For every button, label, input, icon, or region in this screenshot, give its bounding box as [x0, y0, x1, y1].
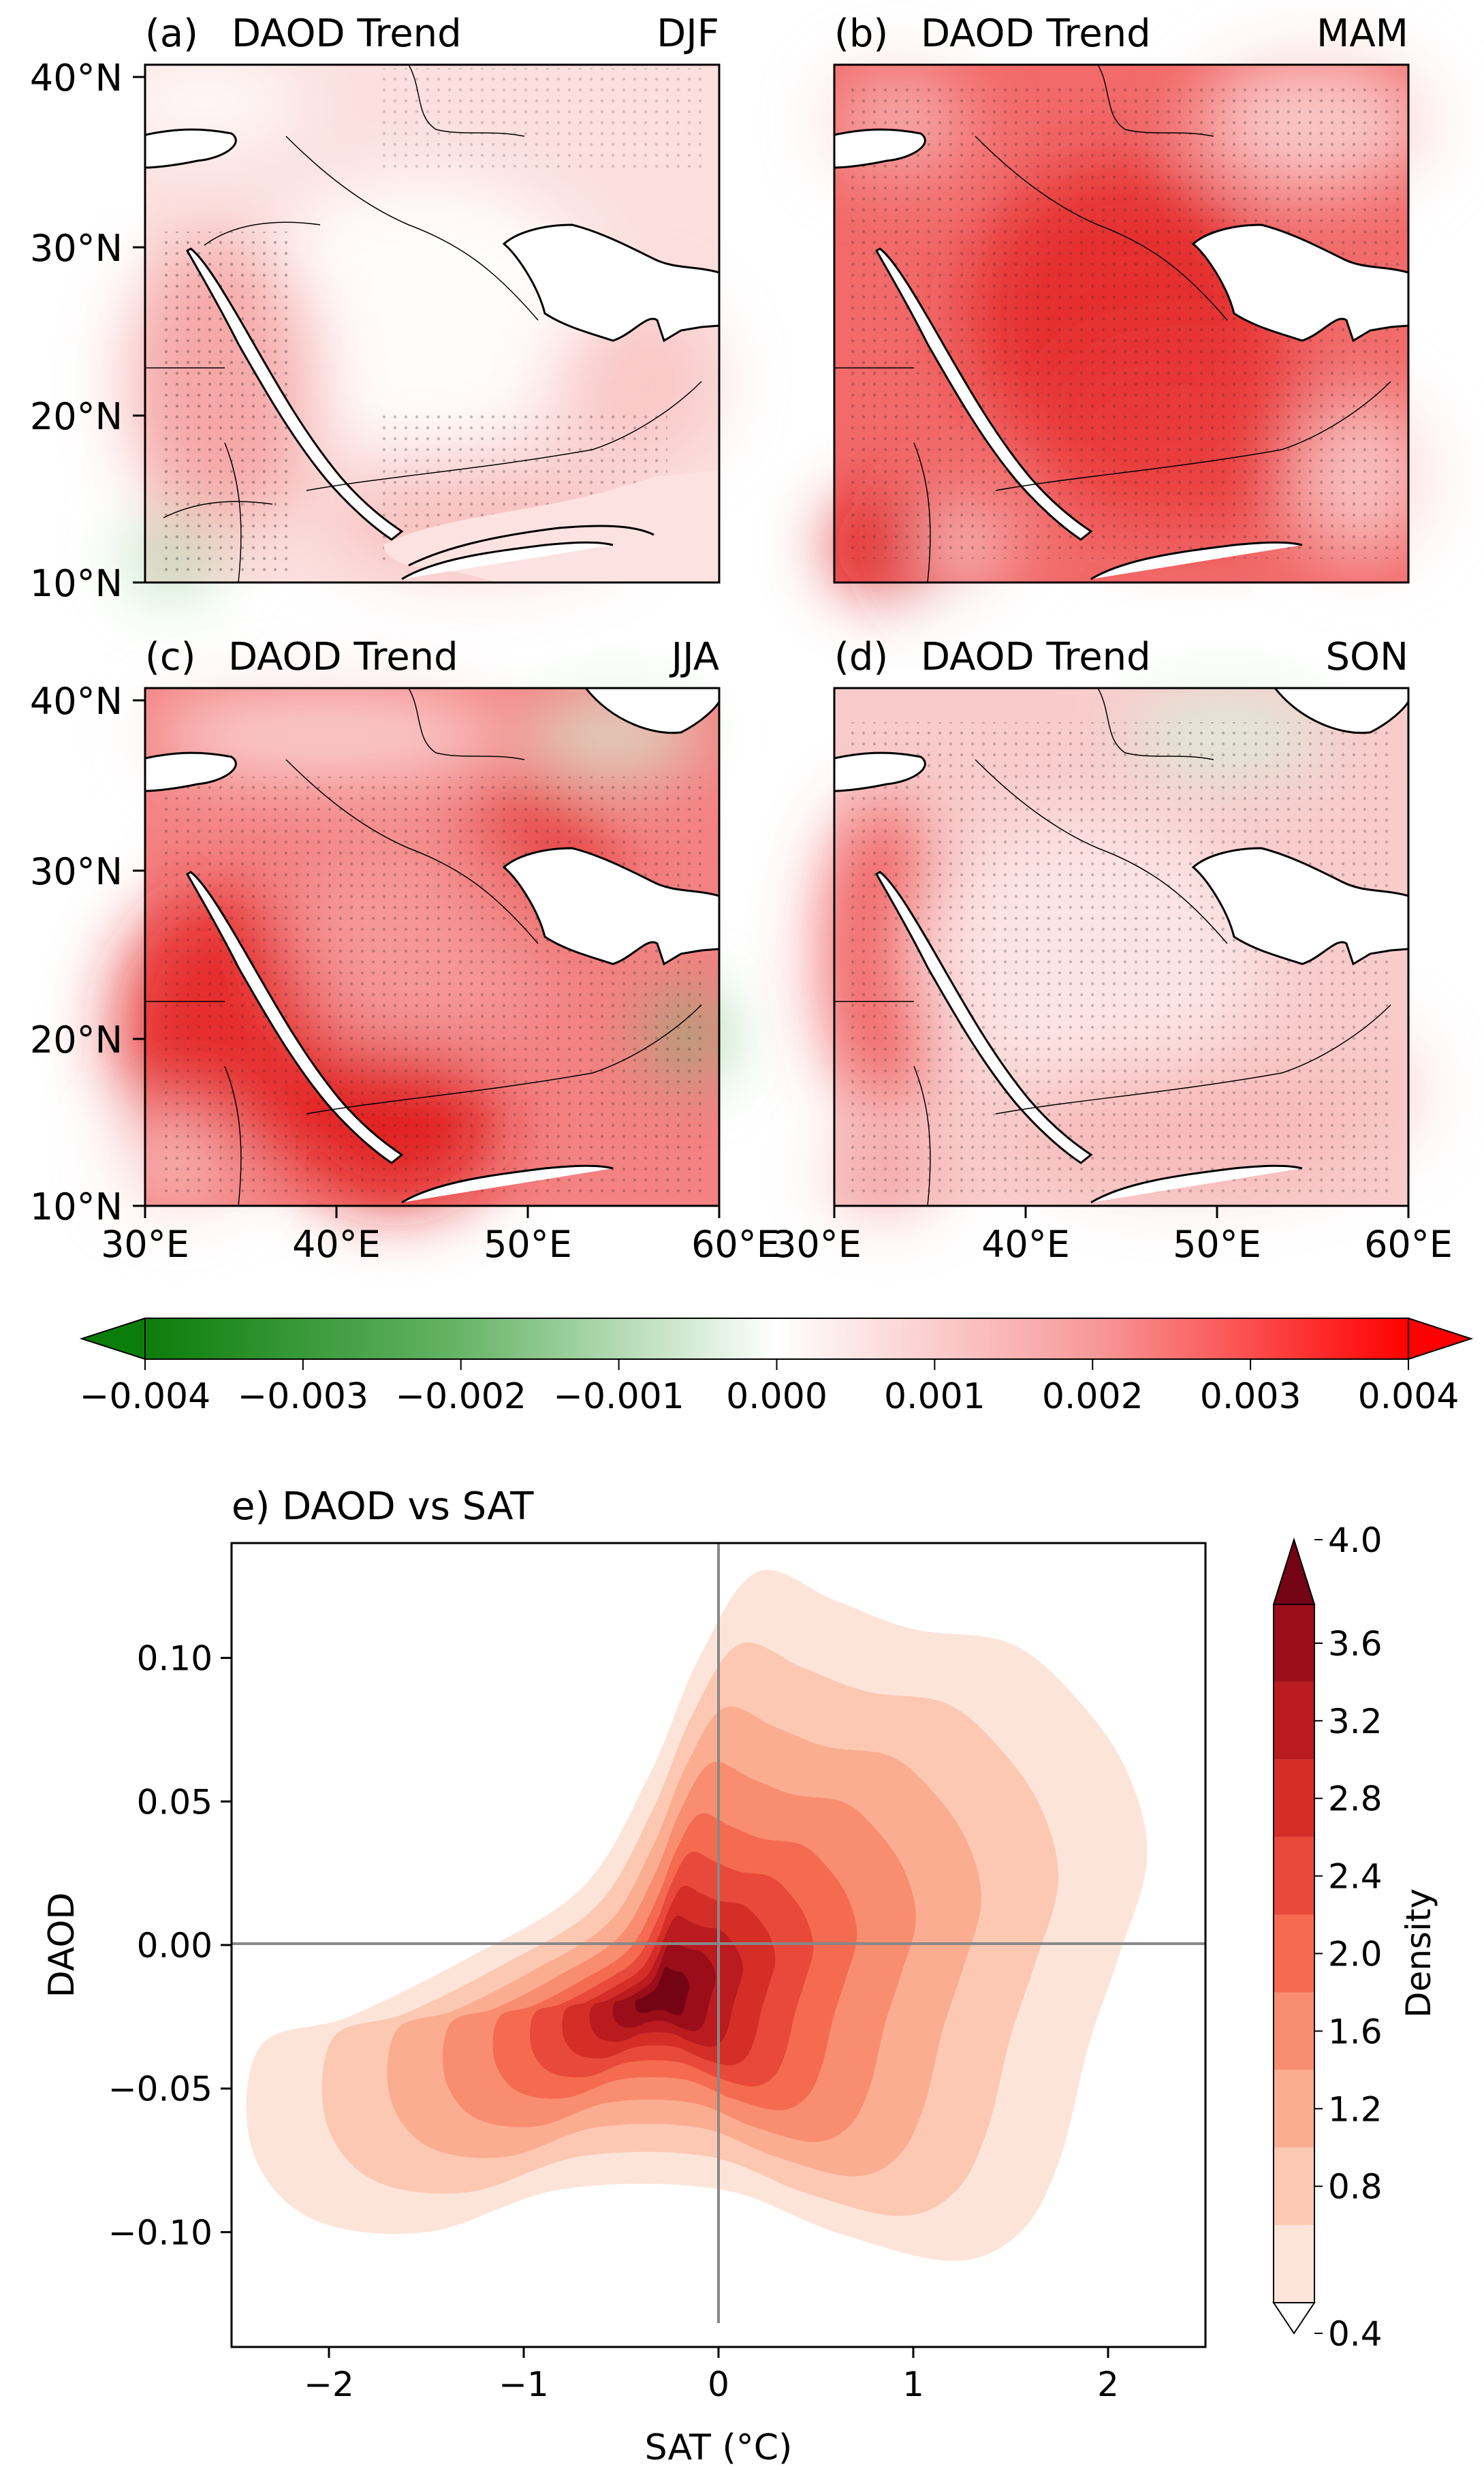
y-tick-label: −0.10	[108, 2213, 212, 2252]
density-cbar-tick-label: 1.2	[1328, 2089, 1383, 2129]
x-tick-label: 1	[902, 2365, 924, 2404]
density-cbar-tick-label: 0.8	[1328, 2167, 1383, 2207]
density-ylabel: DAOD	[42, 1893, 82, 1998]
density-cbar-tick-label: 2.4	[1328, 1857, 1383, 1897]
density-cbar-segment	[1274, 1837, 1314, 1915]
colorbar-tick-label: 0.000	[726, 1376, 827, 1417]
colorbar-tick-label: 0.001	[884, 1376, 985, 1417]
density-cbar-label: Density	[1399, 1888, 1438, 2018]
panel-b-title: DAOD Trend	[921, 12, 1151, 56]
density-contours	[246, 1570, 1148, 2261]
density-cbar-tick-label: 3.2	[1328, 1702, 1383, 1741]
colorbar-tick-label: −0.004	[80, 1376, 210, 1417]
density-cbar-segment	[1274, 1759, 1314, 1837]
density-cbar-tick-label: 3.6	[1328, 1624, 1383, 1664]
density-cbar-segment	[1274, 1681, 1314, 1760]
density-panel: e) DAOD vs SAT −2 −1 0 1 2 0.10 0.05 0.00 −0.05…	[42, 1484, 1438, 2468]
density-level-4	[635, 1966, 690, 2015]
map-panel-d	[824, 687, 1417, 1207]
panel-c-title: DAOD Trend	[228, 635, 458, 679]
colorbar-tick-label: 0.002	[1042, 1376, 1143, 1417]
lat-tick-40-bottom: 40°N	[30, 680, 123, 723]
panel-a-season: DJF	[657, 12, 719, 56]
colorbar-tick-label: 0.003	[1200, 1376, 1301, 1417]
map-panels: (a) DAOD Trend DJF (b) DAOD Trend MAM (c…	[30, 12, 1453, 1266]
density-cbar-segment	[1274, 1604, 1314, 1682]
colorbar-tick-label: −0.001	[553, 1376, 684, 1417]
y-tick-label: 0.00	[137, 1926, 212, 1965]
y-tick-label: −0.05	[108, 2070, 212, 2109]
x-tick-label: 2	[1097, 2365, 1119, 2404]
density-cbar-segment	[1274, 2070, 1314, 2148]
density-cbar-segment	[1274, 1992, 1314, 2070]
density-cbar-tick-label: 2.0	[1328, 1935, 1383, 1974]
panel-b-label: (b)	[834, 12, 888, 56]
density-cbar-tick-label: 0.4	[1328, 2314, 1383, 2354]
panel-c-season: JJA	[669, 635, 719, 679]
lon-tick-30-right: 30°E	[773, 1223, 862, 1266]
density-cbar-max-arrow	[1272, 1537, 1316, 1605]
y-tick-label: 0.05	[137, 1782, 212, 1822]
lon-tick-40-left: 40°E	[292, 1223, 381, 1266]
lon-tick-60-right: 60°E	[1364, 1223, 1453, 1266]
lat-tick-20-bottom: 20°N	[30, 1018, 123, 1061]
lat-tick-40-top: 40°N	[30, 57, 123, 99]
panel-c-label: (c)	[145, 635, 195, 679]
map-panel-c	[116, 687, 722, 1207]
panel-a-title: DAOD Trend	[232, 12, 462, 56]
x-tick-label: −1	[499, 2365, 549, 2404]
colorbar-tick-label: −0.003	[238, 1376, 368, 1417]
x-tick-label: −2	[304, 2365, 354, 2404]
density-cbar-segment	[1274, 2147, 1314, 2226]
lon-tick-60-left: 60°E	[691, 1223, 780, 1266]
panel-d-label: (d)	[834, 635, 888, 679]
map-panel-a	[102, 55, 721, 593]
density-cbar-segment	[1274, 1914, 1314, 1993]
lon-tick-50-left: 50°E	[484, 1223, 572, 1266]
lon-tick-40-right: 40°E	[981, 1223, 1070, 1266]
lat-tick-30-bottom: 30°N	[30, 850, 123, 893]
lat-tick-20-top: 20°N	[30, 395, 123, 438]
map-panel-b	[831, 55, 1430, 593]
density-cbar-tick-label: 2.8	[1328, 1779, 1383, 1819]
density-colorbar: 4.0 3.6 3.2 2.8 2.4 2.0 1.6 1.2 0.8 0.4 Density	[1272, 1521, 1438, 2354]
y-tick-label: 0.10	[137, 1639, 212, 1679]
lat-tick-10-bottom: 10°N	[30, 1185, 123, 1228]
lon-tick-30-left: 30°E	[101, 1223, 189, 1266]
panel-d-season: SON	[1325, 635, 1408, 679]
density-cbar-min-arrow	[1272, 2302, 1316, 2335]
colorbar-tick-label: −0.002	[396, 1376, 526, 1417]
panel-b-season: MAM	[1316, 12, 1408, 56]
density-xlabel: SAT (°C)	[645, 2427, 793, 2468]
lat-tick-10-top: 10°N	[30, 562, 123, 605]
lon-tick-50-right: 50°E	[1173, 1223, 1261, 1266]
density-cbar-tick-label: 4.0	[1328, 1521, 1383, 1560]
density-title: e) DAOD vs SAT	[232, 1484, 534, 1529]
density-cbar-tick-label: 1.6	[1328, 2012, 1383, 2051]
trend-colorbar: −0.004 −0.003 −0.002 −0.001 0.000 0.001 0.002 0…	[79, 1317, 1474, 1417]
lat-tick-30-top: 30°N	[30, 227, 123, 270]
panel-d-title: DAOD Trend	[921, 635, 1151, 679]
density-cbar-segment	[1274, 2225, 1314, 2303]
x-tick-label: 0	[708, 2365, 729, 2404]
colorbar-tick-label: 0.004	[1358, 1376, 1459, 1417]
panel-a-label: (a)	[145, 12, 198, 56]
